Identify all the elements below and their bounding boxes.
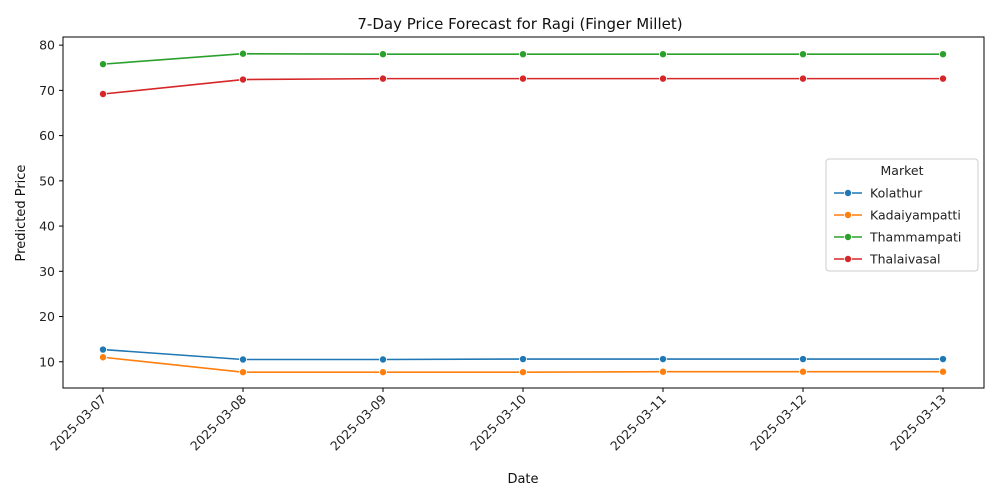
legend-entry-thammampati: Thammampati	[834, 230, 961, 245]
data-point-thammampati	[939, 50, 948, 59]
data-point-thammampati	[659, 50, 668, 59]
legend-label: Thalaivasal	[869, 252, 941, 267]
y-axis: 10 20 30 40 50 60 70 80	[39, 38, 63, 369]
y-tick-label: 80	[39, 38, 55, 53]
data-point-thalaivasal	[238, 75, 247, 84]
data-point-kadaiyampatti	[939, 367, 948, 376]
data-point-kadaiyampatti	[378, 368, 387, 377]
y-tick-label: 30	[39, 264, 55, 279]
legend-entry-kolathur: Kolathur	[834, 186, 923, 201]
data-point-thalaivasal	[99, 89, 108, 98]
data-point-thammampati	[519, 50, 528, 59]
data-point-kadaiyampatti	[799, 367, 808, 376]
x-axis-label: Date	[507, 472, 538, 487]
legend-marker	[844, 210, 853, 219]
data-point-thammampati	[99, 60, 108, 69]
y-axis-label: Predicted Price	[14, 165, 29, 262]
data-point-kolathur	[99, 345, 108, 354]
data-point-kadaiyampatti	[238, 368, 247, 377]
x-axis: 2025-03-07 2025-03-08 2025-03-09 2025-03-10…	[47, 388, 949, 453]
data-point-thammampati	[378, 50, 387, 59]
data-point-kolathur	[238, 355, 247, 364]
legend-entry-kadaiyampatti: Kadaiyampatti	[834, 208, 961, 223]
data-point-thalaivasal	[519, 74, 528, 83]
data-point-kadaiyampatti	[99, 353, 108, 362]
y-tick-label: 50	[39, 173, 55, 188]
data-point-kadaiyampatti	[659, 367, 668, 376]
data-point-kolathur	[799, 355, 808, 364]
data-point-kolathur	[378, 355, 387, 364]
series-thammampati	[99, 49, 948, 69]
data-point-kolathur	[939, 355, 948, 364]
x-tick-label: 2025-03-07	[47, 392, 109, 454]
series-thalaivasal	[99, 74, 948, 98]
data-point-kolathur	[519, 355, 528, 364]
y-tick-label: 20	[39, 309, 55, 324]
legend-label: Kadaiyampatti	[870, 208, 961, 223]
data-point-kolathur	[659, 355, 668, 364]
data-point-thalaivasal	[799, 74, 808, 83]
legend-box	[825, 158, 979, 272]
y-tick-label: 40	[39, 219, 55, 234]
data-point-thammampati	[799, 50, 808, 59]
y-tick-label: 70	[39, 83, 55, 98]
data-point-kadaiyampatti	[519, 368, 528, 377]
data-point-thalaivasal	[939, 74, 948, 83]
series-kadaiyampatti	[99, 353, 948, 377]
x-tick-label: 2025-03-12	[747, 392, 809, 454]
data-point-thalaivasal	[378, 74, 387, 83]
x-tick-label: 2025-03-09	[327, 391, 389, 453]
x-tick-label: 2025-03-13	[887, 392, 949, 454]
legend-marker	[844, 188, 853, 197]
y-tick-label: 10	[39, 354, 55, 369]
legend-title: Market	[881, 163, 924, 178]
data-point-thammampati	[238, 49, 247, 58]
y-tick-label: 60	[39, 128, 55, 143]
x-tick-label: 2025-03-10	[467, 391, 529, 453]
x-tick-label: 2025-03-08	[187, 391, 249, 453]
x-tick-label: 2025-03-11	[607, 392, 669, 454]
legend-label: Thammampati	[869, 230, 961, 245]
series-kolathur	[99, 345, 948, 364]
legend: Market Kolathur Kadaiyampatti Thammampati T…	[825, 158, 979, 272]
legend-marker	[844, 232, 853, 241]
chart-title: 7-Day Price Forecast for Ragi (Finger Mi…	[357, 15, 682, 33]
data-point-thalaivasal	[659, 74, 668, 83]
legend-label: Kolathur	[870, 186, 923, 201]
legend-entry-thalaivasal: Thalaivasal	[834, 252, 941, 267]
series-layer	[99, 49, 948, 377]
legend-marker	[844, 254, 853, 263]
